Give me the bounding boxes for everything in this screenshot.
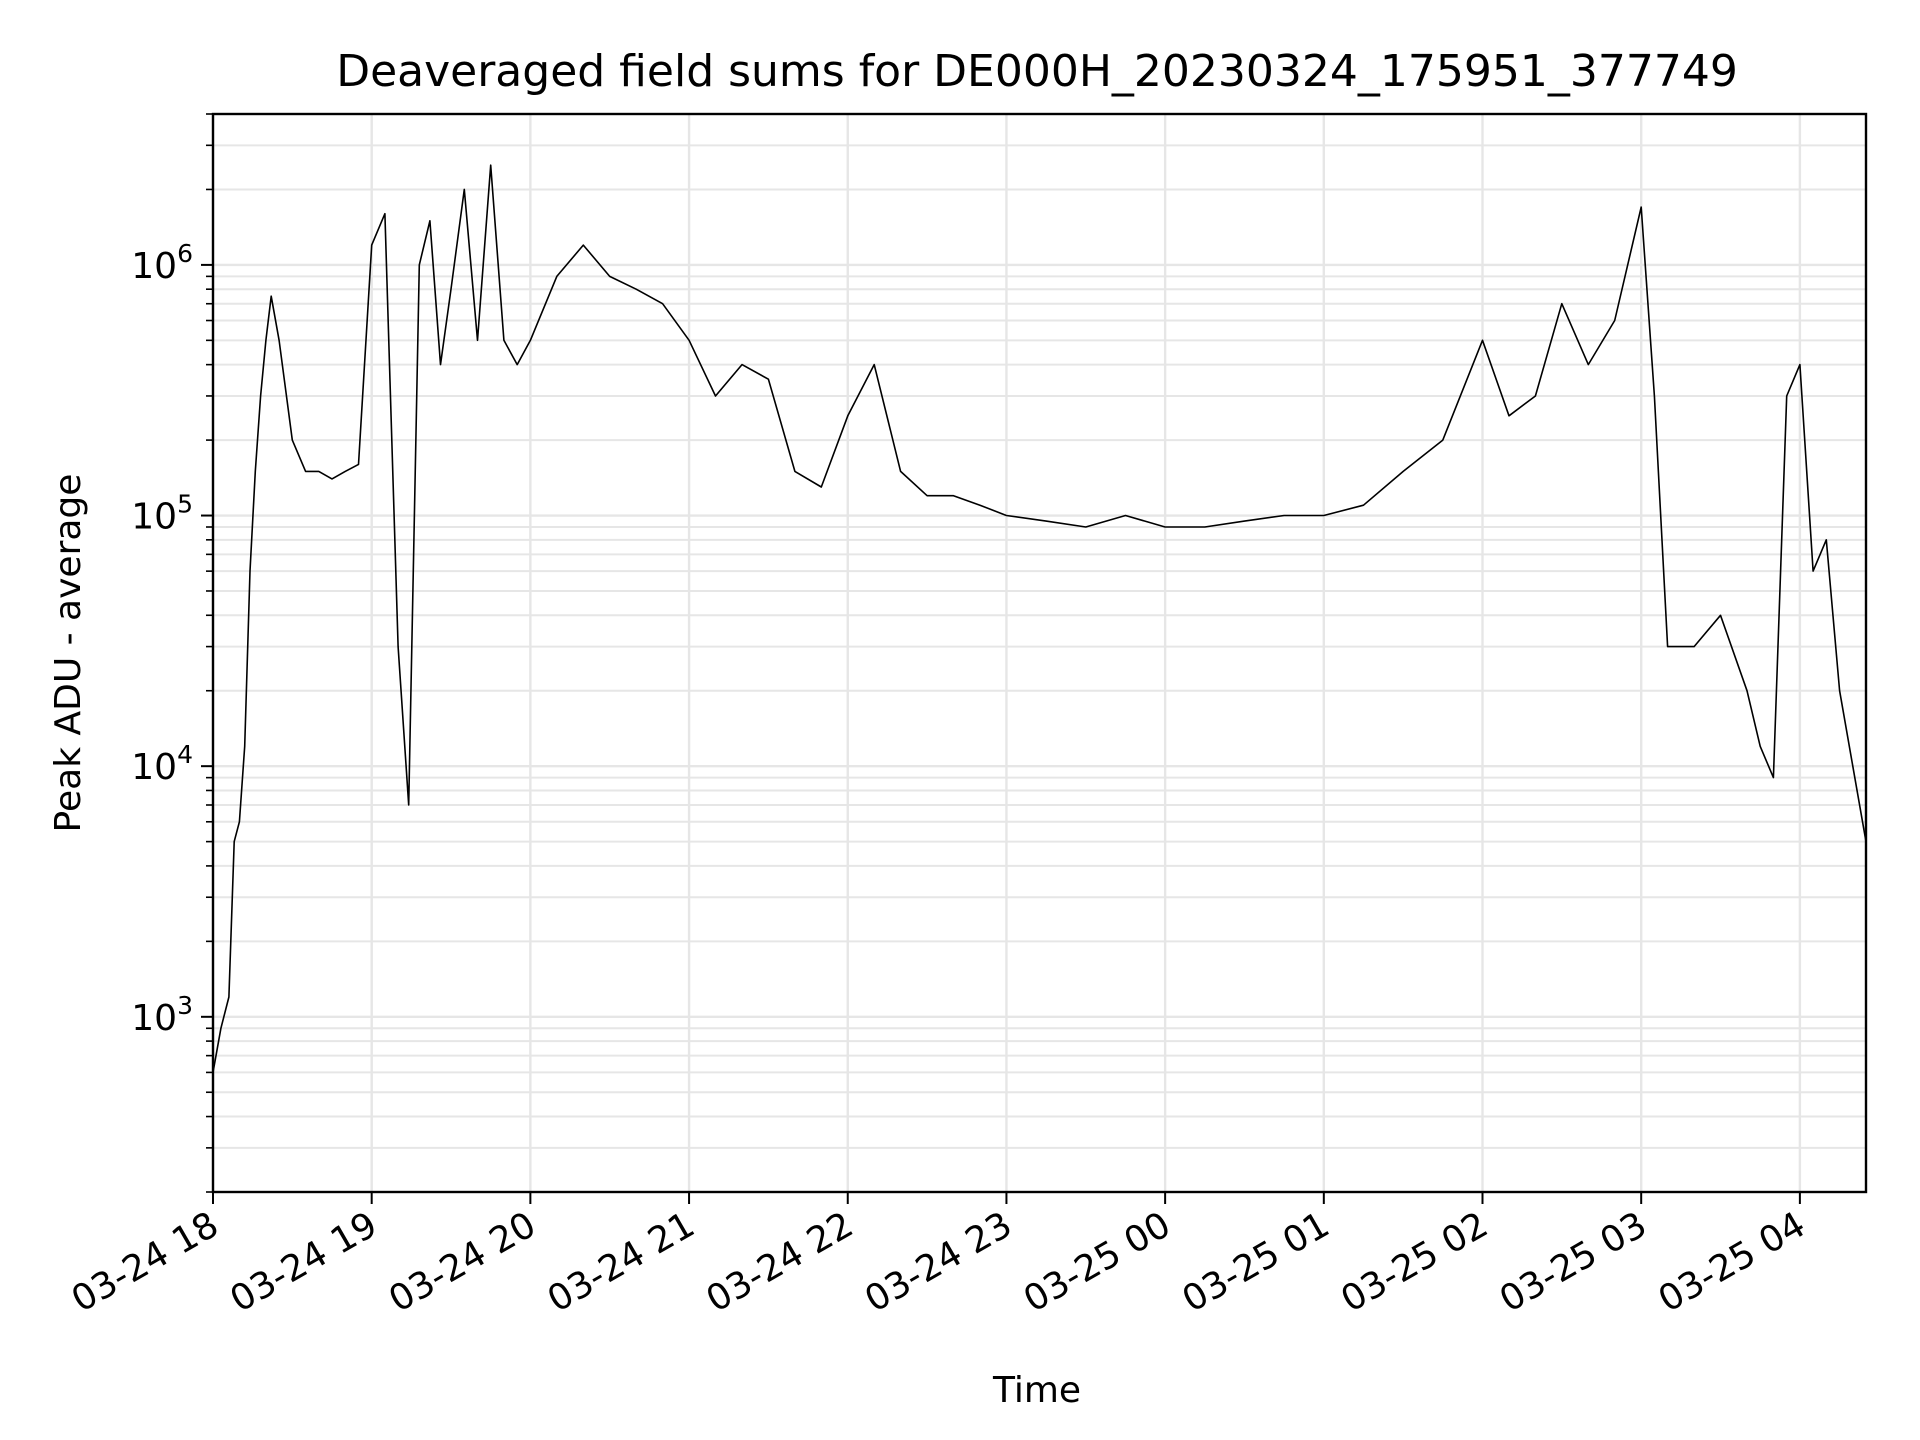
y-tick-label: 103 xyxy=(131,991,193,1039)
x-axis-label: Time xyxy=(992,1370,1081,1411)
series-line xyxy=(212,164,1867,1073)
y-tick-label: 104 xyxy=(131,740,193,788)
y-axis-label: Peak ADU - average xyxy=(48,474,89,833)
series-layer xyxy=(212,164,1867,1073)
grid-lines xyxy=(211,113,1866,1193)
chart-title: Deaveraged field sums for DE000H_2023032… xyxy=(336,46,1738,97)
y-tick-label: 105 xyxy=(131,490,193,538)
y-tick-label: 106 xyxy=(131,239,193,287)
plot-frame xyxy=(211,112,1868,1194)
y-axis: 103 104 105 106 xyxy=(131,113,213,1193)
